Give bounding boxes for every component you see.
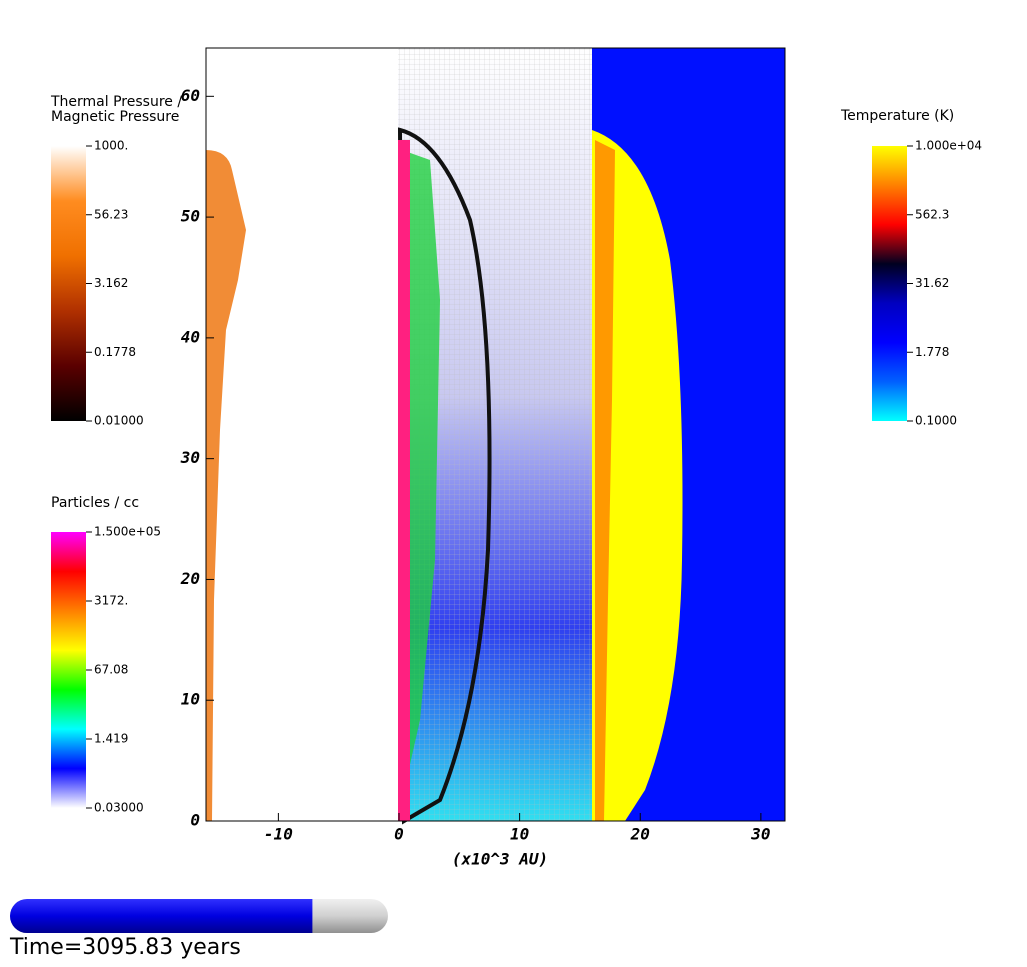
colorbar-tick-label: 1.500e+05 [94, 525, 161, 539]
plot-frame [205, 47, 786, 822]
x-tick-label: -10 [264, 825, 293, 844]
y-tick-label: 50 [181, 207, 200, 226]
colorbar-tick-label: 1.419 [94, 731, 128, 745]
colorbar-tick-label: 1.778 [915, 345, 949, 359]
colorbar-tick-label: 0.03000 [94, 801, 144, 815]
x-tick-label: 0 [394, 825, 404, 844]
colorbar-tick-label: 1.000e+04 [915, 139, 982, 153]
y-tick-label: 0 [190, 811, 200, 830]
y-tick-label: 60 [181, 86, 200, 105]
colorbar-tick-label: 3.162 [94, 276, 128, 290]
field-image [206, 48, 785, 825]
colorbar-tick-label: 1000. [94, 139, 128, 153]
colorbar-tick-label: 67.08 [94, 663, 128, 677]
colorbar-tick-label: 3172. [94, 594, 128, 608]
colorbar-tick-label: 31.62 [915, 276, 949, 290]
x-tick-label: 30 [750, 825, 770, 844]
colorbar-ramp [51, 532, 86, 808]
colorbar: Temperature (K) 1.000e+04 562.3 31.62 1.778 0… [840, 108, 982, 428]
colorbar-tick-label: 0.1000 [915, 414, 957, 428]
colorbar-tick-label: 56.23 [94, 207, 128, 221]
colorbar-title: Temperature (K) [840, 108, 954, 124]
slider-fill [10, 899, 313, 933]
colorbar-title: Thermal Pressure / Magnetic Pressure [50, 94, 182, 125]
y-tick-label: 10 [181, 690, 200, 709]
colorbar-tick-label: 0.1778 [94, 345, 136, 359]
colorbar: Thermal Pressure / Magnetic Pressure 1000.… [50, 94, 182, 428]
y-tick-label: 40 [181, 327, 200, 346]
colorbar: Particles / cc 1.500e+05 3172. 67.08 1.419 0.… [51, 495, 161, 815]
colorbar-ramp [872, 146, 907, 421]
colorbar-tick-label: 0.01000 [94, 414, 144, 428]
colorbar-tick-label: 562.3 [915, 207, 949, 221]
time-label: Time=3095.83 years [9, 935, 241, 960]
x-tick-label: 20 [630, 825, 650, 844]
colorbar-title: Particles / cc [51, 495, 139, 511]
y-tick-label: 30 [180, 448, 200, 467]
x-tick-label: 10 [510, 825, 529, 844]
y-tick-label: 20 [180, 569, 200, 588]
colorbar-ramp [51, 146, 86, 421]
x-axis-label: (x10^3 AU) [452, 850, 548, 869]
